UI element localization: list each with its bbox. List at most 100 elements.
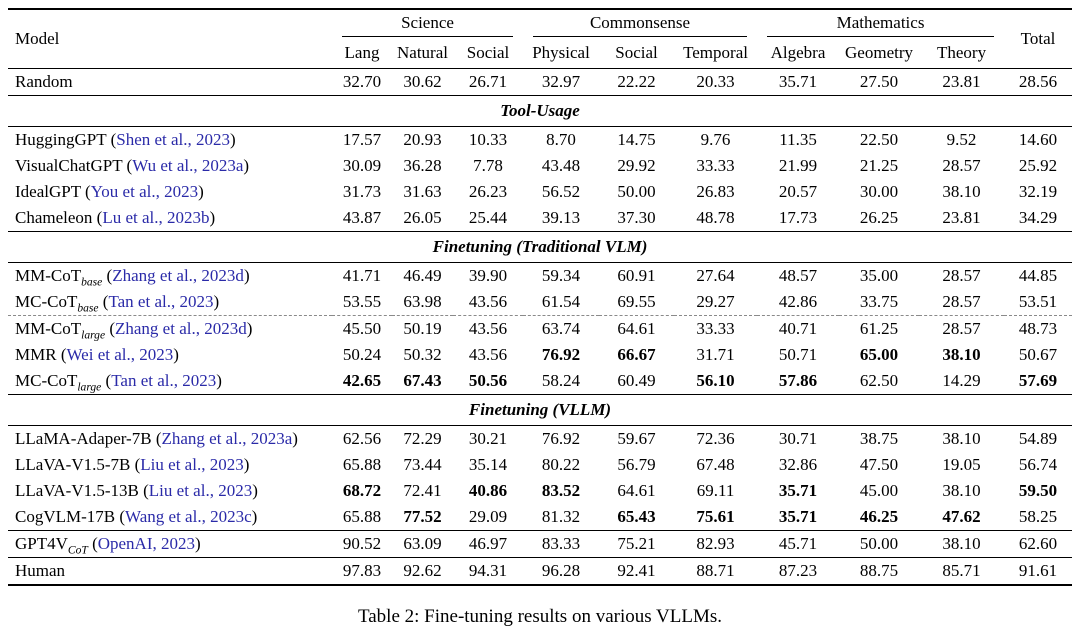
value-cell: 80.22	[541, 455, 581, 474]
value-cell: 50.71	[778, 345, 818, 364]
value-cell: 92.41	[599, 557, 675, 585]
sub-header-row: Lang Natural Social Physical Social Temp…	[8, 37, 1072, 69]
value-cell: 56.52	[541, 182, 581, 201]
col-header-model: Model	[8, 9, 332, 69]
citation-link[interactable]: Zhang et al., 2023a	[161, 429, 293, 448]
model-cell: LLaMA-Adaper-7B (Zhang et al., 2023a)	[15, 429, 298, 448]
value-cell: 32.70	[342, 72, 382, 91]
value-cell: 60.91	[617, 266, 656, 285]
citation-link[interactable]: Shen et al., 2023	[116, 130, 231, 149]
value-cell: 39.90	[468, 266, 508, 285]
model-name: MC-CoT	[15, 292, 78, 311]
model-name: VisualChatGPT	[15, 156, 123, 175]
citation-link[interactable]: Zhang et al., 2023d	[112, 266, 244, 285]
col-header-temporal: Temporal	[674, 37, 758, 69]
table-row: IdealGPT (You et al., 2023) 31.73 31.63 26.…	[8, 179, 1072, 205]
model-cell: LLaVA-V1.5-7B (Liu et al., 2023)	[15, 455, 250, 474]
value-cell: 46.25	[859, 507, 899, 526]
value-cell: 37.30	[617, 208, 656, 227]
col-header-physical: Physical	[523, 37, 600, 69]
section-header-row: Finetuning (VLLM)	[8, 394, 1073, 426]
table-row: VisualChatGPT (Wu et al., 2023a) 30.09 36.…	[8, 153, 1072, 179]
group-header-science: Science	[332, 9, 523, 37]
model-name: MM-CoT	[15, 319, 82, 338]
value-cell: 83.52	[541, 481, 581, 500]
citation-link[interactable]: Wang et al., 2023c	[125, 507, 252, 526]
value-cell: 33.75	[859, 292, 899, 311]
value-cell: 50.32	[403, 345, 442, 364]
value-cell: 31.71	[696, 345, 735, 364]
value-cell: 50.67	[1018, 345, 1058, 364]
value-cell: 40.86	[468, 481, 508, 500]
col-header-total: Total	[1004, 9, 1073, 69]
value-cell: 28.57	[942, 156, 981, 175]
value-cell: 56.10	[696, 371, 735, 390]
model-cell: Random	[8, 69, 332, 96]
value-cell: 64.61	[617, 481, 656, 500]
value-cell: 23.81	[942, 72, 981, 91]
value-cell: 29.92	[617, 156, 656, 175]
citation-link[interactable]: OpenAI, 2023	[97, 534, 195, 553]
value-cell: 50.00	[839, 530, 920, 558]
value-cell: 29.27	[696, 292, 735, 311]
value-cell: 41.71	[342, 266, 382, 285]
table-row: CogVLM-17B (Wang et al., 2023c) 65.88 77.5…	[8, 504, 1072, 531]
value-cell: 66.67	[617, 345, 656, 364]
value-cell: 25.44	[468, 208, 508, 227]
section-header: Finetuning (VLLM)	[8, 394, 1073, 426]
value-cell: 75.61	[696, 507, 735, 526]
value-cell: 72.41	[403, 481, 442, 500]
value-cell: 54.89	[1018, 429, 1058, 448]
value-cell: 68.72	[342, 481, 382, 500]
model-cell: LLaVA-V1.5-13B (Liu et al., 2023)	[15, 481, 258, 500]
value-cell: 26.05	[403, 208, 442, 227]
citation-link[interactable]: Wei et al., 2023	[66, 345, 174, 364]
value-cell: 27.50	[859, 72, 899, 91]
value-cell: 63.74	[523, 315, 600, 342]
value-cell: 87.23	[757, 557, 840, 585]
table-row: Chameleon (Lu et al., 2023b) 43.87 26.05 25…	[8, 205, 1072, 232]
value-cell: 46.49	[403, 266, 442, 285]
citation-link[interactable]: Lu et al., 2023b	[102, 208, 210, 227]
group-header-row: Model Science Commonsense Mathematics To…	[8, 9, 1073, 69]
citation-link[interactable]: Tan et al., 2023	[108, 292, 214, 311]
value-cell: 11.35	[779, 130, 817, 149]
value-cell: 65.88	[342, 507, 382, 526]
value-cell: 30.71	[778, 429, 818, 448]
value-cell: 31.73	[342, 182, 382, 201]
value-cell: 83.33	[523, 530, 600, 558]
model-subscript: base	[81, 275, 103, 289]
results-table: Model Science Commonsense Mathematics To…	[8, 8, 1073, 586]
citation-link[interactable]: Liu et al., 2023	[148, 481, 253, 500]
value-cell: 22.50	[859, 130, 899, 149]
citation-link[interactable]: Zhang et al., 2023d	[115, 319, 247, 338]
value-cell: 21.99	[778, 156, 818, 175]
value-cell: 50.19	[392, 315, 453, 342]
section-header-row: Finetuning (Traditional VLM)	[8, 231, 1073, 263]
citation-link[interactable]: Wu et al., 2023a	[132, 156, 244, 175]
value-cell: 82.93	[674, 530, 758, 558]
value-cell: 72.36	[696, 429, 735, 448]
value-cell: 36.28	[403, 156, 442, 175]
table-row: GPT4VCoT (OpenAI, 2023) 90.52 63.09 46.97 83…	[8, 530, 1073, 558]
value-cell: 76.92	[541, 429, 581, 448]
value-cell: 20.57	[778, 182, 818, 201]
citation-link[interactable]: Liu et al., 2023	[140, 455, 244, 474]
model-cell: CogVLM-17B (Wang et al., 2023c)	[15, 507, 258, 526]
value-cell: 67.48	[696, 455, 735, 474]
value-cell: 9.76	[700, 130, 731, 149]
value-cell: 28.57	[919, 315, 1005, 342]
value-cell: 35.00	[859, 266, 899, 285]
value-cell: 8.70	[546, 130, 576, 149]
value-cell: 48.78	[696, 208, 735, 227]
model-cell: VisualChatGPT (Wu et al., 2023a)	[15, 156, 250, 175]
value-cell: 88.71	[674, 557, 758, 585]
citation-link[interactable]: You et al., 2023	[90, 182, 199, 201]
value-cell: 17.73	[778, 208, 818, 227]
col-header-social-science: Social	[453, 37, 524, 69]
value-cell: 14.29	[942, 371, 981, 390]
value-cell: 61.25	[839, 315, 920, 342]
value-cell: 90.52	[332, 530, 392, 558]
citation-link[interactable]: Tan et al., 2023	[111, 371, 217, 390]
value-cell: 26.71	[468, 72, 508, 91]
